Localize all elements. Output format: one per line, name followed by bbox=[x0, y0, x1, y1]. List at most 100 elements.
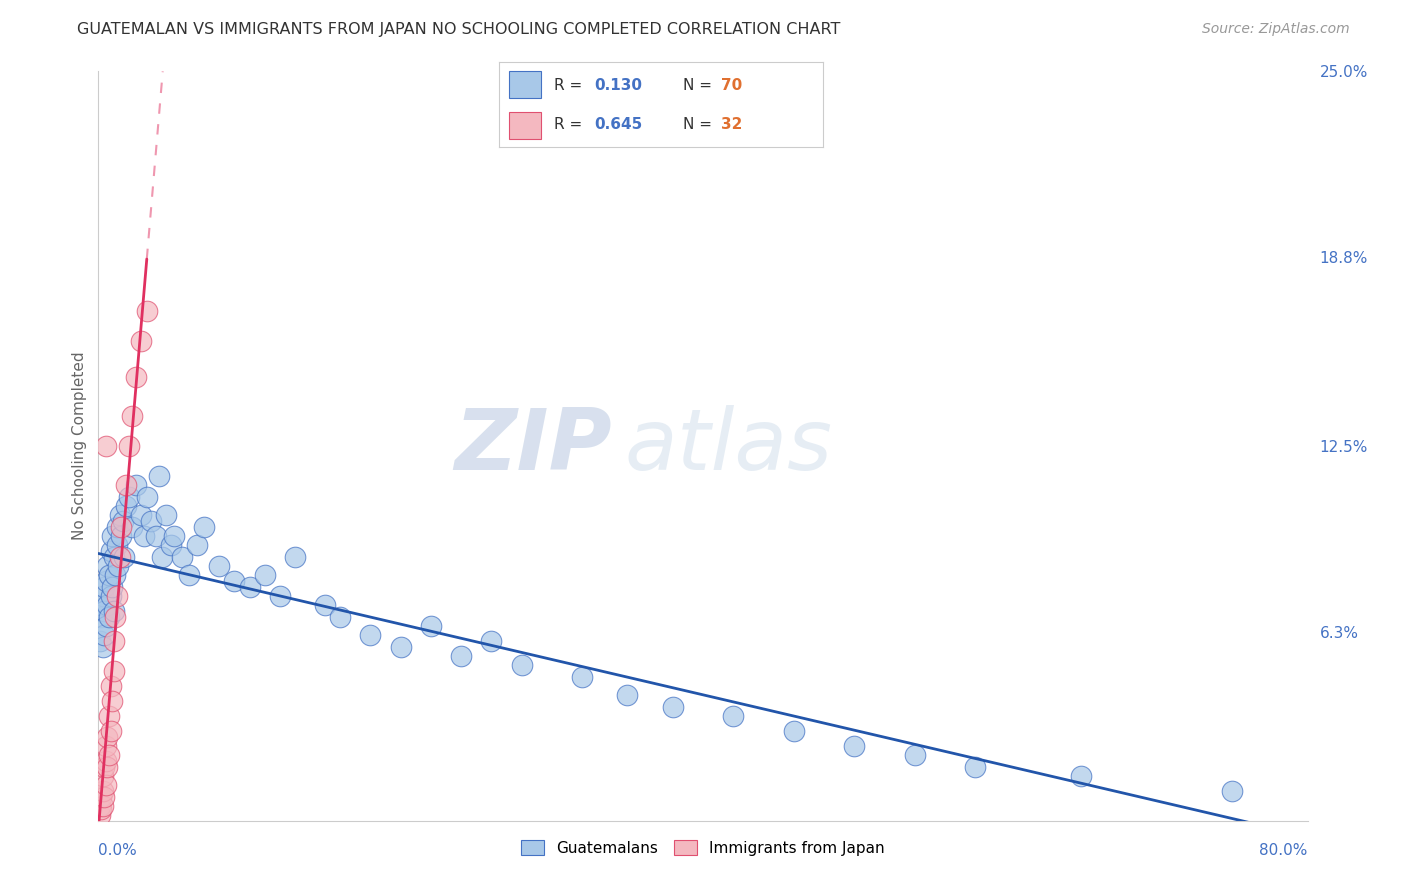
Point bbox=[571, 670, 593, 684]
Bar bbox=[509, 112, 541, 139]
Point bbox=[723, 708, 745, 723]
Point bbox=[104, 567, 127, 582]
Point bbox=[105, 538, 128, 552]
Point bbox=[208, 558, 231, 573]
Point bbox=[135, 304, 157, 318]
Point bbox=[90, 610, 112, 624]
Point bbox=[155, 508, 177, 522]
Point bbox=[844, 739, 866, 753]
Point bbox=[93, 604, 115, 618]
Point bbox=[269, 589, 291, 603]
Point bbox=[481, 633, 503, 648]
Point bbox=[141, 514, 163, 528]
Point bbox=[239, 580, 262, 594]
Point bbox=[91, 798, 114, 813]
Point bbox=[90, 802, 112, 816]
Point bbox=[111, 514, 134, 528]
Point bbox=[90, 598, 112, 612]
Point bbox=[100, 723, 122, 738]
Text: 0.645: 0.645 bbox=[595, 117, 643, 132]
Point bbox=[114, 478, 136, 492]
Text: 80.0%: 80.0% bbox=[1260, 843, 1308, 858]
Point bbox=[661, 699, 683, 714]
Point bbox=[103, 549, 125, 564]
Point bbox=[160, 538, 183, 552]
Point bbox=[98, 708, 121, 723]
Point bbox=[100, 589, 122, 603]
Point bbox=[110, 520, 132, 534]
Point bbox=[107, 558, 129, 573]
Y-axis label: No Schooling Completed: No Schooling Completed bbox=[72, 351, 87, 541]
Point bbox=[389, 640, 412, 654]
Point bbox=[98, 610, 121, 624]
Point bbox=[96, 558, 118, 573]
Text: Source: ZipAtlas.com: Source: ZipAtlas.com bbox=[1202, 22, 1350, 37]
Point bbox=[91, 640, 114, 654]
Point bbox=[103, 664, 125, 678]
Point bbox=[329, 610, 352, 624]
Point bbox=[118, 439, 141, 453]
Point bbox=[89, 807, 111, 822]
Point bbox=[96, 730, 118, 744]
Point bbox=[125, 370, 148, 384]
Point bbox=[360, 628, 382, 642]
Point bbox=[94, 619, 117, 633]
Text: atlas: atlas bbox=[624, 404, 832, 488]
Point bbox=[108, 549, 131, 564]
Point bbox=[420, 619, 443, 633]
Point bbox=[224, 574, 246, 588]
Point bbox=[121, 409, 143, 423]
Point bbox=[94, 439, 117, 453]
Point bbox=[89, 633, 111, 648]
Point bbox=[94, 739, 117, 753]
Text: GUATEMALAN VS IMMIGRANTS FROM JAPAN NO SCHOOLING COMPLETED CORRELATION CHART: GUATEMALAN VS IMMIGRANTS FROM JAPAN NO S… bbox=[77, 22, 841, 37]
Text: N =: N = bbox=[683, 78, 717, 93]
Point bbox=[103, 633, 125, 648]
Text: 0.0%: 0.0% bbox=[98, 843, 138, 858]
Point bbox=[91, 783, 114, 797]
Text: N =: N = bbox=[683, 117, 717, 132]
Point bbox=[91, 589, 114, 603]
Point bbox=[93, 580, 115, 594]
Point bbox=[100, 679, 122, 693]
Point bbox=[170, 549, 193, 564]
Point bbox=[284, 549, 307, 564]
Text: R =: R = bbox=[554, 78, 588, 93]
Point bbox=[132, 529, 155, 543]
Point bbox=[148, 469, 170, 483]
Point bbox=[450, 648, 472, 663]
Point bbox=[105, 520, 128, 534]
Point bbox=[93, 789, 115, 804]
Point bbox=[129, 334, 152, 348]
Point bbox=[101, 694, 124, 708]
Point bbox=[125, 478, 148, 492]
Point bbox=[193, 520, 215, 534]
Point bbox=[145, 529, 167, 543]
Point bbox=[94, 574, 117, 588]
Point bbox=[96, 598, 118, 612]
Point bbox=[90, 789, 112, 804]
Point bbox=[253, 567, 276, 582]
Point bbox=[105, 589, 128, 603]
Bar bbox=[509, 71, 541, 98]
Point bbox=[103, 604, 125, 618]
Point bbox=[904, 747, 927, 762]
Point bbox=[1220, 783, 1243, 797]
Point bbox=[135, 490, 157, 504]
Point bbox=[94, 778, 117, 792]
Point bbox=[179, 567, 201, 582]
Text: ZIP: ZIP bbox=[454, 404, 613, 488]
Point bbox=[150, 549, 173, 564]
Point bbox=[101, 529, 124, 543]
Point bbox=[89, 798, 111, 813]
Point bbox=[121, 520, 143, 534]
Point bbox=[93, 628, 115, 642]
Text: 32: 32 bbox=[721, 117, 742, 132]
Point bbox=[118, 490, 141, 504]
Point bbox=[93, 760, 115, 774]
Text: R =: R = bbox=[554, 117, 588, 132]
Point bbox=[112, 549, 135, 564]
Point bbox=[104, 610, 127, 624]
Point bbox=[163, 529, 186, 543]
Point bbox=[96, 760, 118, 774]
